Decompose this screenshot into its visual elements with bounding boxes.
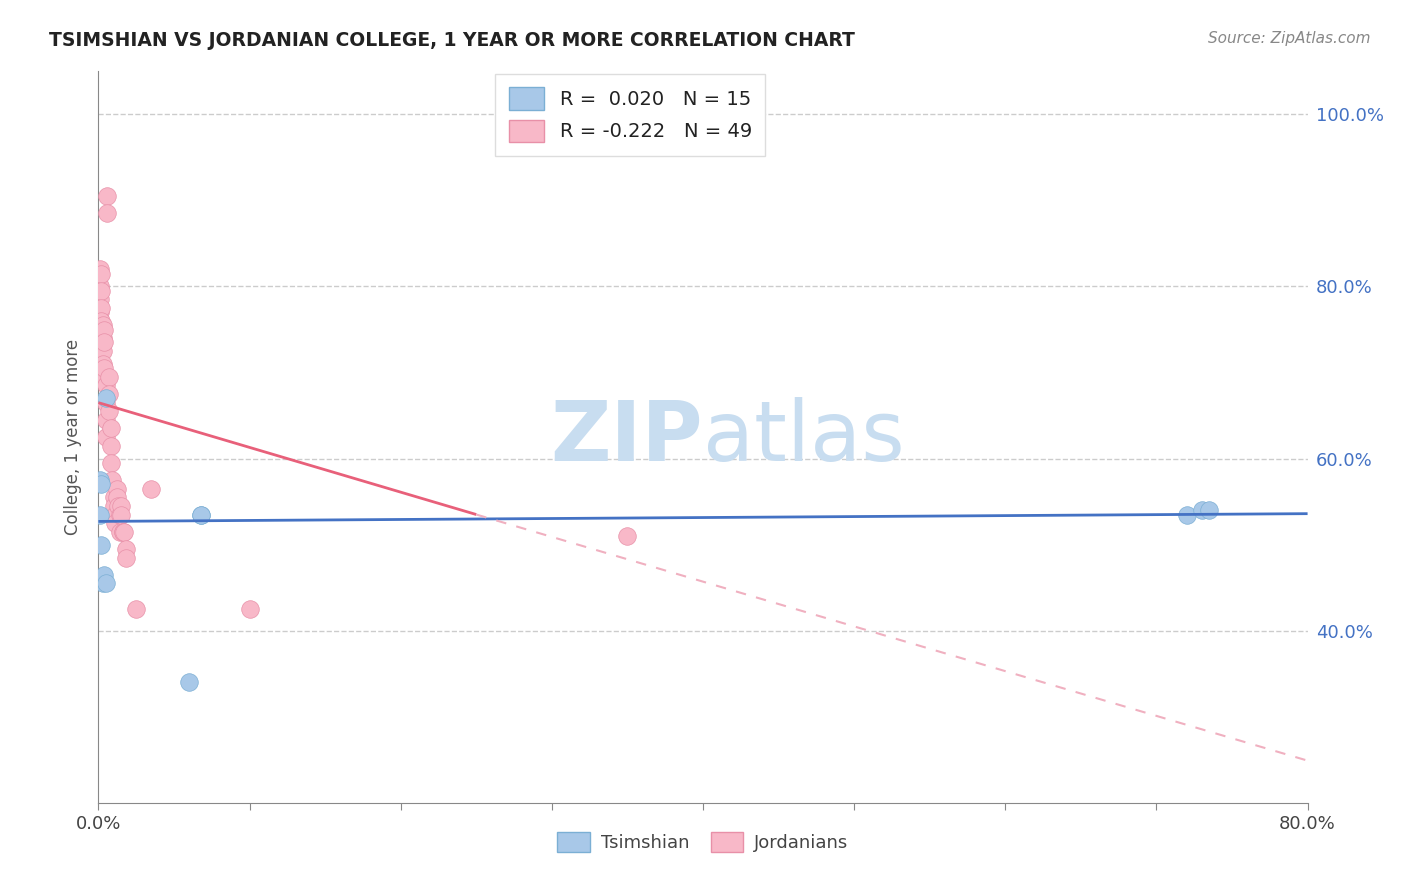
Point (1191, 503, 1213, 517)
Point (90, 477, 112, 491)
Point (89, 262, 111, 277)
Point (94, 392, 117, 406)
Point (239, 602, 262, 616)
Point (100, 421, 122, 435)
Point (90, 284, 112, 298)
Point (89, 473, 111, 487)
Point (105, 482, 128, 496)
Point (94, 395, 117, 409)
Point (90, 267, 112, 281)
Point (141, 482, 163, 496)
Point (93, 567, 115, 582)
Point (90, 314, 112, 328)
Point (94, 378, 117, 392)
Point (89, 508, 111, 522)
Point (100, 439, 122, 453)
Text: Source: ZipAtlas.com: Source: ZipAtlas.com (1208, 31, 1371, 46)
Point (111, 524, 134, 539)
Point (111, 524, 134, 539)
Point (103, 499, 125, 513)
Point (104, 508, 127, 522)
Point (98, 404, 121, 418)
Point (110, 508, 132, 522)
Point (190, 508, 212, 522)
Point (93, 361, 115, 376)
Point (91, 318, 114, 333)
Point (93, 322, 115, 336)
Text: ZIP: ZIP (551, 397, 703, 477)
Text: atlas: atlas (703, 397, 904, 477)
Point (190, 508, 212, 522)
Point (91, 344, 114, 359)
Point (94, 430, 117, 444)
Point (96, 189, 118, 203)
Point (96, 206, 118, 220)
Point (107, 499, 129, 513)
Point (1175, 508, 1198, 522)
Point (108, 524, 131, 539)
Point (108, 508, 131, 522)
Point (91, 369, 114, 384)
Point (91, 357, 114, 371)
Point (103, 491, 125, 505)
Point (114, 541, 136, 556)
Point (1198, 503, 1220, 517)
Point (89, 279, 111, 293)
Point (89, 305, 111, 319)
Y-axis label: College, 1 year or more: College, 1 year or more (65, 339, 83, 535)
Point (112, 524, 135, 539)
Point (616, 529, 638, 543)
Point (91, 576, 114, 591)
Point (91, 572, 114, 586)
Point (179, 675, 201, 690)
Point (90, 538, 112, 552)
Point (94, 413, 117, 427)
Text: TSIMSHIAN VS JORDANIAN COLLEGE, 1 YEAR OR MORE CORRELATION CHART: TSIMSHIAN VS JORDANIAN COLLEGE, 1 YEAR O… (49, 31, 855, 50)
Point (89, 293, 111, 307)
Point (114, 550, 136, 565)
Point (125, 602, 148, 616)
Point (100, 456, 122, 470)
Point (93, 335, 115, 350)
Point (105, 491, 128, 505)
Point (91, 331, 114, 345)
Point (90, 301, 112, 315)
Point (110, 499, 132, 513)
Point (98, 369, 121, 384)
Point (94, 576, 117, 591)
Legend: Tsimshian, Jordanians: Tsimshian, Jordanians (550, 824, 856, 860)
Point (101, 473, 124, 487)
Point (98, 387, 121, 401)
Point (104, 516, 127, 530)
